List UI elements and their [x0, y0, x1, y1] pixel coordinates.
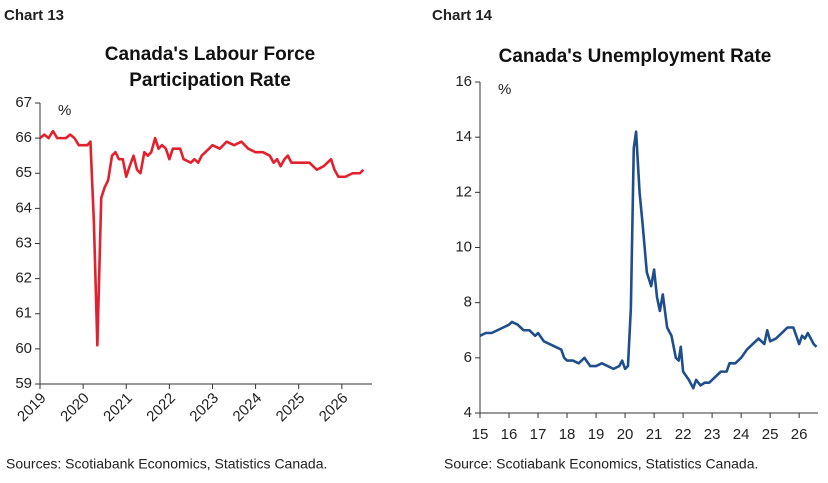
x-tick-label: 2026 [316, 390, 352, 426]
y-tick-label: 60 [15, 340, 32, 357]
y-tick-label: 62 [15, 270, 32, 287]
y-tick-label: 67 [15, 94, 32, 111]
chart-title: Canada's Labour Force Participation Rate [104, 44, 316, 91]
x-tick-label: 26 [791, 426, 808, 443]
data-line [479, 130, 818, 390]
x-tick-label: 2022 [143, 390, 179, 426]
x-tick-label: 2020 [57, 390, 93, 426]
y-unit: % [58, 102, 71, 119]
x-tick-label: 25 [762, 426, 779, 443]
y-tick-label: 63 [15, 234, 32, 251]
x-tick-label: 2021 [100, 390, 136, 426]
y-tick-label: 16 [455, 73, 472, 90]
y-tick-label: 59 [15, 375, 32, 392]
x-tick-label: 18 [559, 426, 576, 443]
y-tick-label: 12 [455, 183, 472, 200]
y-tick-label: 64 [15, 199, 32, 216]
x-tick-label: 2025 [273, 390, 309, 426]
x-tick-label: 15 [472, 426, 489, 443]
x-tick-label: 23 [704, 426, 721, 443]
y-tick-label: 61 [15, 305, 32, 322]
x-tick-label: 20 [617, 426, 634, 443]
source: Sources: Scotiabank Economics, Statistic… [6, 456, 327, 472]
y-tick-label: 10 [455, 238, 472, 255]
x-tick-label: 22 [675, 426, 692, 443]
y-tick-label: 65 [15, 164, 32, 181]
y-tick-label: 4 [464, 404, 472, 421]
chart-label: Chart 13 [4, 7, 64, 24]
x-tick-label: 2023 [186, 390, 222, 426]
y-tick-label: 66 [15, 129, 32, 146]
y-tick-label: 6 [464, 349, 472, 366]
x-tick-label: 19 [588, 426, 605, 443]
y-tick-label: 14 [455, 128, 472, 145]
y-unit: % [498, 81, 511, 98]
chart-title: Canada's Unemployment Rate [498, 46, 772, 67]
x-tick-label: 17 [530, 426, 547, 443]
x-tick-label: 2019 [14, 390, 50, 426]
source: Source: Scotiabank Economics, Statistics… [444, 456, 758, 472]
x-tick-label: 21 [646, 426, 663, 443]
x-tick-label: 24 [733, 426, 750, 443]
data-line [39, 129, 365, 347]
x-tick-label: 2024 [230, 390, 266, 426]
x-tick-label: 16 [501, 426, 518, 443]
y-tick-label: 8 [464, 294, 472, 311]
chart-label: Chart 14 [432, 7, 493, 24]
